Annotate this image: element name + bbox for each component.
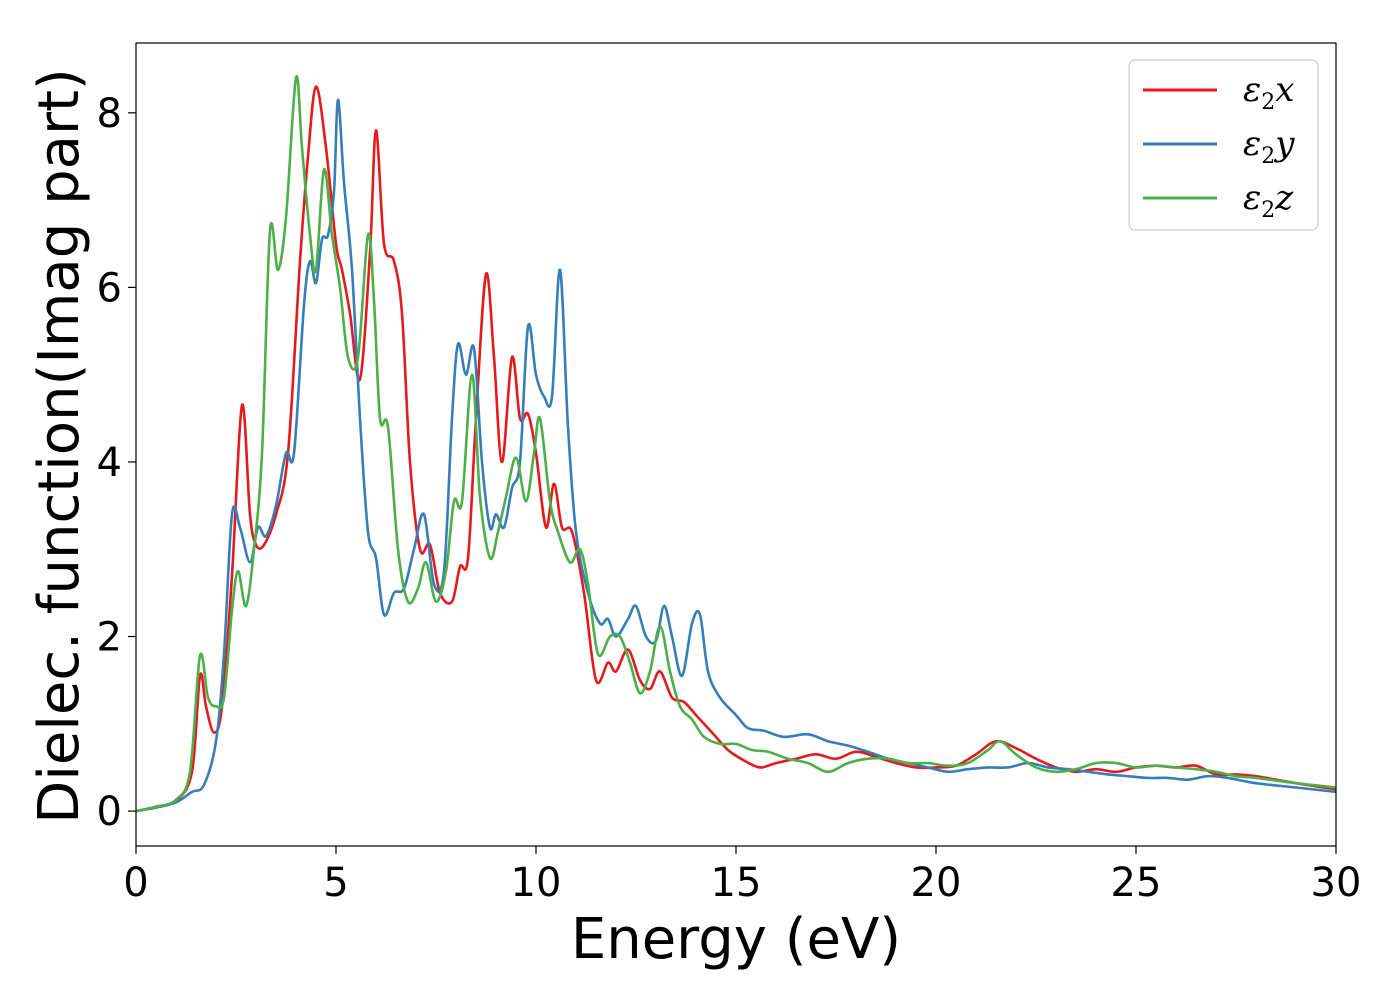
y-tick-label: 4	[97, 440, 122, 486]
series-line-z	[136, 75, 1336, 813]
legend-label-y: ε2y	[1243, 124, 1295, 169]
legend: ε2x ε2y ε2z	[1128, 59, 1319, 231]
x-tick-label: 5	[323, 860, 348, 906]
x-tick-label: 10	[511, 860, 562, 906]
y-tick-label: 2	[97, 615, 122, 661]
y-tick-label: 0	[97, 789, 122, 835]
legend-label-x: ε2x	[1243, 70, 1294, 115]
x-axis-label: Energy (eV)	[571, 907, 901, 972]
x-axis-ticks: 0 5 10 15 20 25 30	[123, 846, 1361, 906]
y-axis-label: Dielec. function(Imag part)	[27, 68, 92, 824]
x-tick-label: 20	[911, 860, 962, 906]
x-tick-label: 15	[711, 860, 762, 906]
legend-label-z: ε2z	[1243, 178, 1294, 223]
series-line-x	[136, 85, 1336, 813]
y-tick-label: 8	[97, 91, 122, 137]
y-tick-label: 6	[97, 265, 122, 311]
x-tick-label: 30	[1311, 860, 1362, 906]
y-axis-ticks: 0 2 4 6 8	[97, 91, 136, 835]
legend-box	[1128, 59, 1319, 231]
series-line-y	[136, 98, 1336, 813]
x-tick-label: 0	[123, 860, 148, 906]
series-layer	[136, 75, 1336, 813]
x-tick-label: 25	[1111, 860, 1162, 906]
